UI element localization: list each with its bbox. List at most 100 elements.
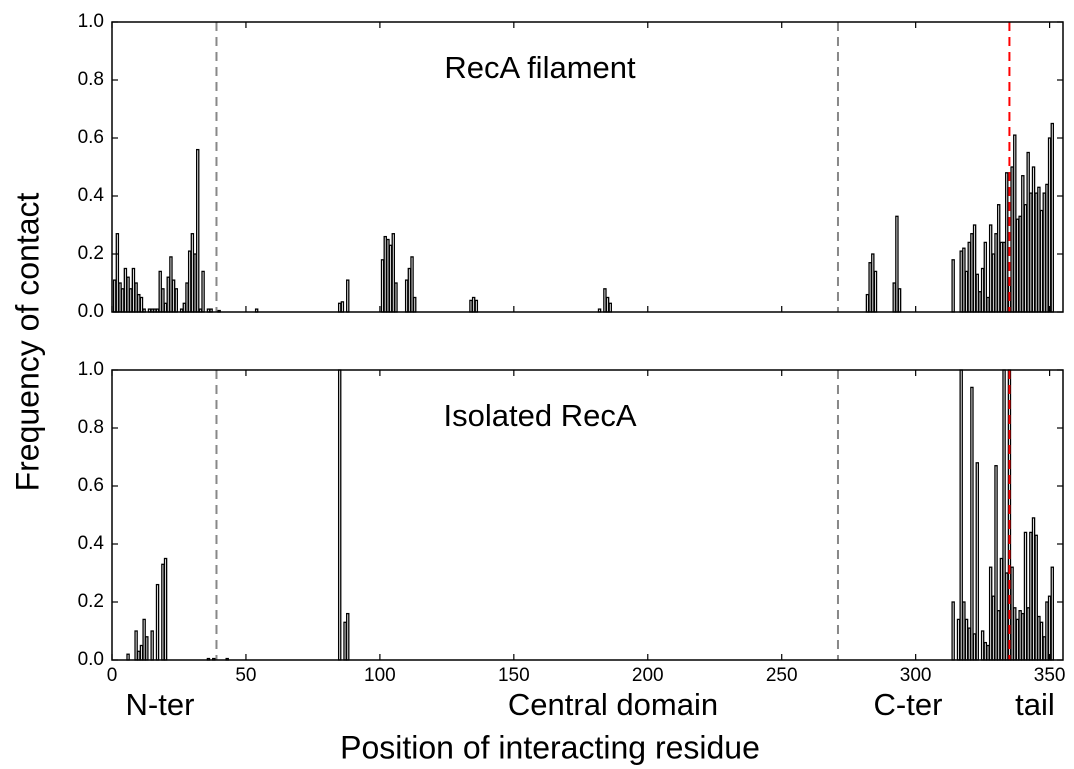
bar	[174, 288, 179, 313]
bar	[112, 279, 117, 313]
bar	[865, 293, 870, 313]
bar	[967, 241, 971, 313]
bar	[975, 462, 979, 661]
bar	[1013, 134, 1017, 313]
bar	[139, 296, 144, 313]
bar	[161, 563, 165, 661]
bar	[1029, 192, 1033, 313]
bar	[343, 621, 347, 661]
bar	[871, 253, 875, 313]
bar	[1042, 636, 1046, 661]
y-tick-label: 0.0	[78, 301, 104, 322]
bar	[994, 233, 998, 313]
y-tick-label: 0.0	[78, 649, 104, 670]
bar	[962, 601, 966, 661]
bar	[994, 465, 998, 661]
bar	[999, 557, 1004, 661]
bar	[469, 299, 473, 313]
bar	[1047, 137, 1052, 313]
bar	[605, 296, 610, 313]
bar	[134, 282, 138, 313]
bar	[996, 610, 1001, 661]
bar	[986, 296, 990, 313]
y-tick-label: 0.8	[78, 69, 104, 90]
x-tick-label: 0	[107, 665, 118, 686]
bar	[386, 238, 390, 313]
bar	[1005, 572, 1009, 661]
bar	[145, 636, 149, 661]
bar	[201, 270, 205, 313]
y-tick-label: 0.4	[78, 185, 105, 206]
bar	[980, 267, 985, 313]
bar	[988, 566, 993, 661]
bar	[951, 259, 955, 313]
bar	[150, 630, 154, 661]
y-tick-label: 0.2	[78, 243, 104, 264]
bar	[126, 653, 130, 661]
bar	[196, 148, 200, 313]
bar	[1045, 183, 1049, 313]
bar	[970, 233, 974, 313]
y-tick-label: 0.6	[78, 127, 104, 148]
bar	[1039, 621, 1044, 661]
bar	[959, 369, 963, 661]
bar	[410, 256, 414, 313]
bar	[1010, 166, 1014, 313]
bar	[1026, 607, 1030, 661]
bar	[1031, 166, 1036, 313]
bar	[187, 250, 192, 313]
bar	[471, 296, 476, 313]
x-tick-label: 150	[498, 665, 530, 686]
bar	[1005, 172, 1009, 313]
panel-title: RecA filament	[444, 50, 636, 85]
bar	[388, 244, 393, 313]
bar	[171, 279, 176, 313]
bar	[155, 583, 160, 661]
region-label: Central domain	[508, 687, 718, 722]
bar	[873, 270, 878, 313]
bar	[115, 233, 120, 313]
bar	[185, 282, 189, 313]
bar	[1042, 192, 1046, 313]
bar	[1045, 601, 1049, 661]
y-tick-label: 1.0	[78, 359, 104, 380]
bar	[1010, 566, 1014, 661]
bar	[169, 256, 173, 313]
bar	[346, 612, 350, 661]
bar	[980, 630, 985, 661]
bar	[1018, 215, 1022, 313]
bar	[190, 233, 195, 313]
bar	[1037, 615, 1041, 661]
bar	[163, 302, 168, 313]
bar	[340, 301, 345, 313]
bar	[394, 282, 398, 313]
x-tick-label: 250	[766, 665, 798, 686]
bar	[120, 288, 125, 313]
region-label: tail	[1015, 687, 1055, 722]
bar	[126, 276, 130, 313]
panel-title: Isolated RecA	[444, 398, 637, 433]
y-tick-label: 0.4	[78, 533, 105, 554]
bar	[964, 618, 969, 661]
x-tick-label: 50	[235, 665, 256, 686]
bar	[474, 299, 479, 313]
bar	[868, 262, 872, 313]
bar	[383, 235, 387, 313]
bar	[972, 633, 977, 661]
bar	[897, 288, 902, 313]
bar	[407, 267, 412, 313]
bar	[991, 595, 996, 661]
bar	[158, 270, 162, 313]
bar	[988, 224, 993, 313]
bar	[1034, 534, 1038, 661]
bar	[996, 204, 1001, 313]
bar	[951, 601, 955, 661]
bar	[962, 247, 966, 313]
bar	[404, 279, 409, 313]
bar	[959, 250, 963, 313]
bar	[1013, 607, 1017, 661]
bar	[1018, 610, 1022, 661]
bar	[1031, 517, 1036, 661]
bar	[137, 650, 141, 661]
